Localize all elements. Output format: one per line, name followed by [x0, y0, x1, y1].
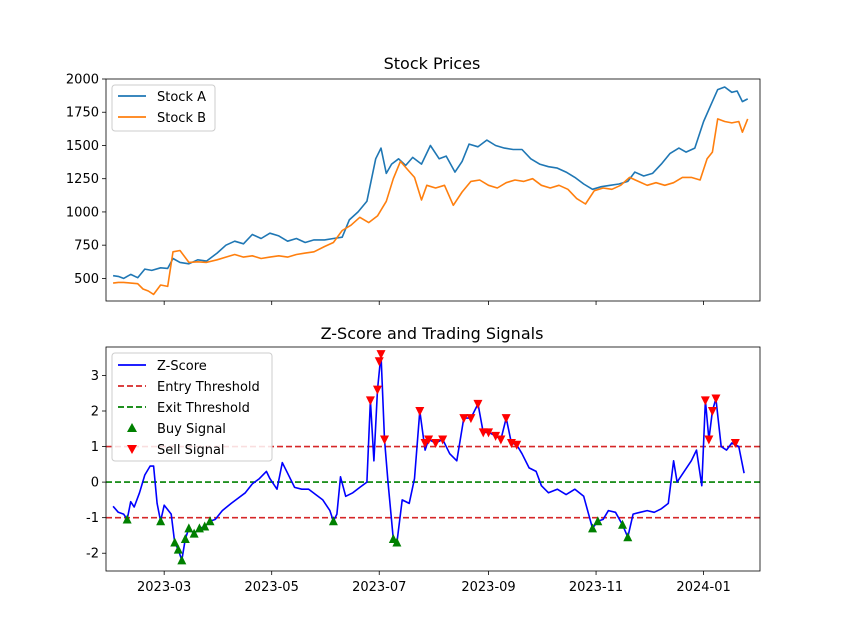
buy-signal-marker — [170, 537, 180, 547]
sell-signal-marker — [704, 435, 714, 445]
x-tick-label: 2023-09 — [461, 580, 515, 595]
buy-signal-marker — [184, 523, 194, 533]
sell-signal-marker — [372, 385, 382, 395]
y-tick-label: 500 — [74, 272, 99, 287]
legend-swatch-buy-signal — [127, 423, 137, 432]
sell-signal-marker — [707, 407, 717, 416]
y-tick-label: 750 — [74, 239, 99, 254]
sell-signal-marker — [711, 394, 721, 404]
buy-signal-marker — [189, 528, 199, 538]
stock-prices-series — [112, 86, 749, 296]
y-tick-label: 1 — [91, 440, 99, 455]
sell-signal-marker — [365, 396, 375, 406]
legend-box — [111, 352, 273, 462]
buy-signal-marker — [177, 555, 187, 565]
y-tick-label: 1500 — [66, 139, 99, 154]
sell-signal-marker — [374, 357, 384, 367]
sell-signal-marker — [459, 414, 469, 424]
zscore-title: Z-Score and Trading Signals — [321, 324, 544, 343]
x-tick-label: 2024-01 — [676, 580, 730, 595]
sell-signal-marker — [484, 428, 494, 438]
stock-prices-y-axis: 500 750 1000 1250 1500 1750 2000 — [66, 73, 106, 287]
buy-signal-marker — [156, 516, 166, 526]
legend-label-entry-threshold: Entry Threshold — [157, 380, 260, 395]
legend-label-exit-threshold: Exit Threshold — [157, 401, 250, 416]
x-tick-label: 2023-05 — [245, 580, 299, 595]
buy-signal-marker — [618, 519, 628, 529]
sell-signal-marker — [496, 435, 506, 445]
sell-signal-marker — [512, 440, 522, 450]
stock-prices-legend: Stock A Stock B — [111, 84, 216, 132]
zscore-legend: Z-Score Entry Threshold Exit Threshold B… — [111, 352, 273, 462]
stock-prices-panel: Stock Prices 50075010001250150017502000 … — [66, 54, 761, 305]
stock-prices-axes-frame — [105, 78, 761, 302]
legend-label-buy-signal: Buy Signal — [157, 422, 226, 437]
sell-signal-marker — [491, 431, 501, 441]
y-tick-label: 3 — [91, 369, 99, 384]
buy-signal-marker — [180, 534, 190, 543]
buy-signal-marker — [200, 521, 210, 531]
y-tick-label: 1250 — [66, 172, 99, 187]
y-tick-label: -2 — [86, 547, 99, 562]
y-tick-label: 2 — [91, 405, 99, 420]
sell-signal-marker — [700, 396, 710, 406]
sell-signal-marker — [730, 439, 740, 448]
x-tick-label: 2023-07 — [352, 580, 406, 595]
sell-signal-marker — [424, 435, 434, 445]
y-tick-label: 1750 — [66, 106, 99, 121]
buy-signal-marker — [173, 544, 183, 554]
buy-signal-marker — [593, 516, 603, 526]
sell-signal-marker — [380, 435, 390, 445]
buy-signal-marker — [623, 532, 633, 542]
stock-b-line — [112, 118, 749, 296]
sell-signal-marker — [473, 399, 483, 409]
signal-markers — [122, 350, 740, 565]
sell-signal-marker — [431, 439, 441, 448]
buy-signal-marker — [392, 537, 402, 547]
legend-label-stock-b: Stock B — [157, 111, 206, 126]
zscore-y-axis: -2 -1 0 1 2 3 — [86, 369, 106, 562]
buy-signal-marker — [205, 516, 215, 526]
x-tick-label: 2023-11 — [569, 580, 623, 595]
y-tick-label: 2000 — [66, 73, 99, 88]
y-tick-label: 0 — [91, 476, 99, 491]
sell-signal-marker — [438, 435, 448, 445]
sell-signal-marker — [415, 407, 425, 416]
sell-signal-marker — [376, 350, 386, 360]
buy-signal-marker — [588, 523, 598, 533]
sell-signal-marker — [501, 414, 511, 424]
stock-prices-x-axis — [163, 301, 704, 305]
zscore-panel: Z-Score and Trading Signals -2 -1 0 1 2 3 202… — [86, 324, 761, 595]
zscore-x-axis: 2023-03 2023-05 2023-07 2023-09 2023-11 2024-… — [137, 571, 731, 595]
legend-label-sell-signal: Sell Signal — [157, 443, 225, 458]
stock-prices-title: Stock Prices — [384, 54, 481, 73]
legend-label-zscore: Z-Score — [157, 359, 207, 374]
x-tick-label: 2023-03 — [137, 580, 191, 595]
buy-signal-marker — [328, 516, 338, 526]
legend-swatch-sell-signal — [127, 445, 137, 454]
buy-signal-marker — [122, 514, 132, 524]
y-tick-label: 1000 — [66, 205, 99, 220]
stock-a-line — [112, 86, 749, 280]
sell-signal-marker — [466, 414, 476, 424]
legend-label-stock-a: Stock A — [157, 90, 206, 105]
y-tick-label: -1 — [86, 511, 99, 526]
zscore-axes-frame — [105, 346, 761, 572]
